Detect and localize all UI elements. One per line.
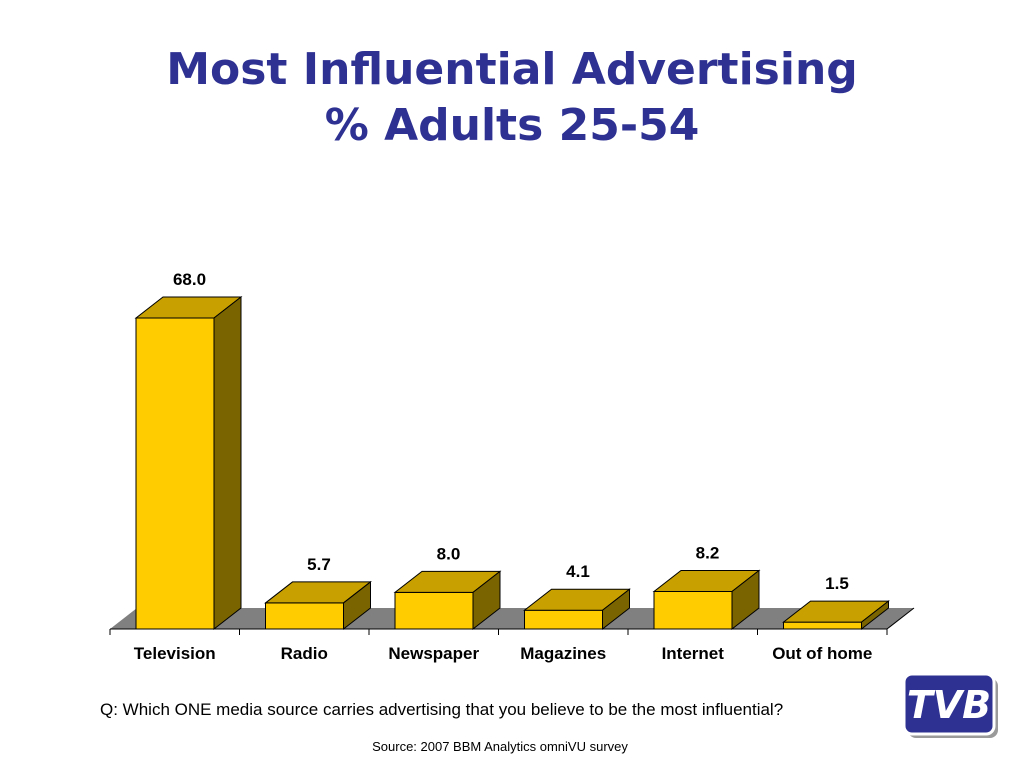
source-note: Source: 2007 BBM Analytics omniVU survey	[372, 739, 628, 754]
bar-front	[135, 317, 215, 630]
survey-question: Q: Which ONE media source carries advert…	[100, 700, 784, 719]
bar-front	[394, 591, 474, 630]
bar-side	[731, 569, 760, 631]
x-tick-label: Internet	[662, 644, 725, 663]
data-label: 68.0	[173, 270, 206, 289]
bar-side	[861, 600, 889, 631]
tvb-logo: TVB	[902, 672, 998, 738]
x-tick-label: Television	[134, 644, 216, 663]
bar-front	[524, 609, 603, 630]
data-label: 5.7	[307, 555, 331, 574]
data-label: 4.1	[566, 562, 590, 581]
bar-side	[343, 580, 371, 631]
bar-front	[653, 590, 733, 630]
data-label: 8.2	[696, 543, 720, 562]
data-label: 1.5	[825, 574, 849, 593]
bar-front	[783, 621, 862, 630]
logo-text: TVB	[907, 683, 991, 727]
chart-title-line1: Most Influential Advertising	[166, 44, 858, 95]
x-tick-label: Magazines	[520, 644, 606, 663]
x-axis-depth-line	[886, 607, 915, 630]
bar-front	[265, 602, 344, 630]
bar-side	[602, 588, 630, 631]
x-tick-label: Newspaper	[388, 644, 479, 663]
bar-side	[213, 295, 242, 631]
bar-side	[472, 570, 501, 631]
x-tick-label: Out of home	[772, 644, 872, 663]
data-label: 8.0	[437, 544, 461, 563]
chart-title-line2: % Adults 25-54	[324, 100, 700, 151]
x-tick-label: Radio	[281, 644, 328, 663]
